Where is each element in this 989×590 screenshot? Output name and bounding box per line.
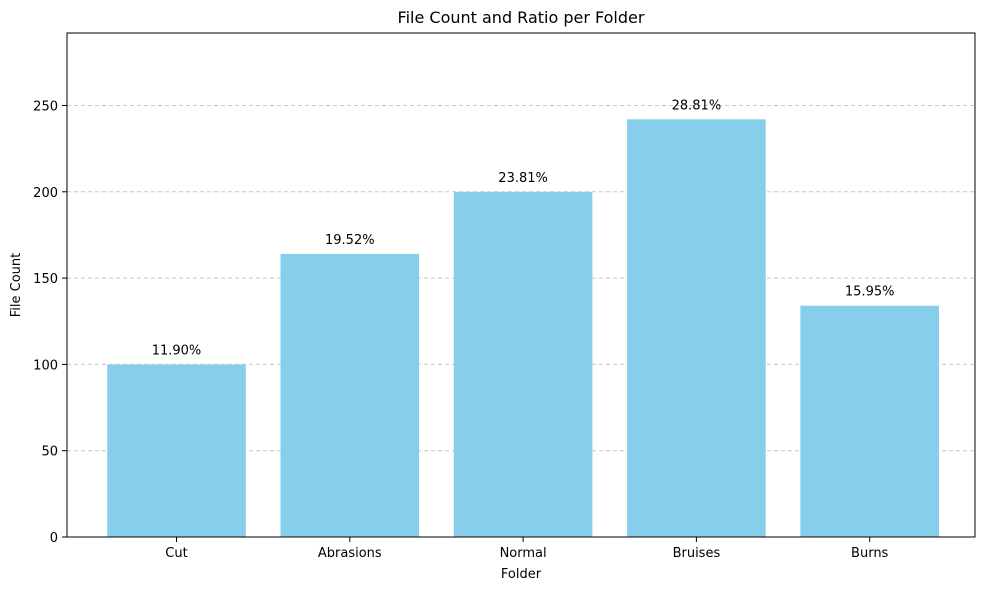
data-labels: 11.90% 19.52% 23.81% 28.81% 15.95% (152, 98, 895, 358)
bar-normal (453, 191, 593, 537)
data-label: 23.81% (498, 171, 548, 186)
x-tick-label: Normal (500, 546, 547, 561)
x-tick-label: Burns (851, 546, 889, 561)
bar-cut (107, 364, 246, 537)
y-tick-label: 200 (33, 186, 58, 201)
bar-burns (800, 305, 939, 537)
data-label: 15.95% (845, 285, 895, 300)
y-tick-label: 150 (33, 272, 58, 287)
x-axis-title: Folder (501, 567, 542, 582)
y-axis-title: File Count (9, 253, 24, 318)
y-tick-label: 50 (41, 445, 58, 460)
data-label: 19.52% (325, 233, 375, 248)
y-tick-label: 0 (50, 531, 58, 546)
bar-bruises (627, 119, 766, 538)
y-tick-label: 100 (33, 358, 58, 373)
plot-frame (66, 32, 976, 538)
y-tick-label: 250 (33, 99, 58, 114)
data-label: 28.81% (672, 98, 722, 113)
x-tick-label: Abrasions (318, 546, 382, 561)
x-tick-label: Bruises (673, 546, 721, 561)
y-axis-ticks: 0 50 100 150 200 250 (33, 99, 67, 546)
x-axis-ticks: Cut Abrasions Normal Bruises Burns (165, 537, 889, 561)
chart-title: File Count and Ratio per Folder (398, 8, 645, 27)
bars (107, 119, 939, 538)
bar-abrasions (280, 253, 420, 537)
x-tick-label: Cut (165, 546, 187, 561)
data-label: 11.90% (152, 343, 202, 358)
